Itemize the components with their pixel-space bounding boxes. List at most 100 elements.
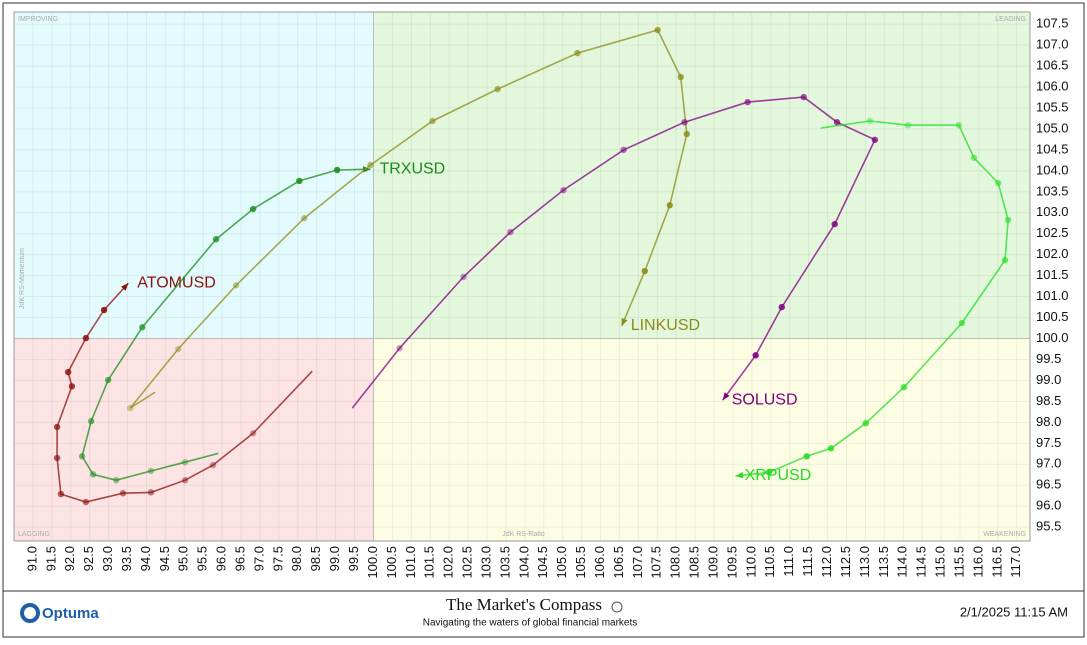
tail-point: [507, 228, 514, 236]
arrowhead: [722, 392, 730, 401]
x-tick-label: 105.0: [554, 546, 569, 579]
tail-point: [53, 423, 61, 431]
x-tick-label: 101.5: [422, 546, 437, 579]
tail-point: [744, 98, 751, 106]
timestamp: 2/1/2025 11:15 AM: [960, 604, 1068, 619]
tail-point: [677, 73, 684, 81]
quadrant-label: WEAKENING: [983, 531, 1026, 538]
tail-point: [249, 205, 257, 213]
tail-point: [765, 469, 773, 476]
tail-point: [900, 383, 908, 391]
y-tick-label: 98.5: [1036, 393, 1061, 408]
y-tick-label: 101.0: [1036, 288, 1069, 303]
x-tick-label: 112.0: [819, 546, 834, 578]
x-tick-label: 116.5: [989, 546, 1004, 578]
tail-point: [862, 420, 869, 427]
y-tick-label: 107.0: [1036, 37, 1069, 52]
x-tick-label: 92.0: [62, 546, 77, 571]
x-tick-label: 107.0: [630, 546, 645, 579]
arrowhead: [363, 166, 371, 173]
tail-point: [209, 461, 217, 469]
x-tick-label: 92.5: [81, 546, 96, 571]
tail-point: [333, 166, 341, 174]
tail-point: [641, 267, 648, 275]
y-tick-label: 106.0: [1036, 78, 1069, 93]
x-tick-label: 109.5: [724, 546, 739, 579]
tail-point: [139, 324, 146, 331]
x-tick-label: 93.0: [100, 546, 115, 571]
tail-point: [105, 376, 112, 384]
y-tick-label: 103.0: [1036, 204, 1069, 219]
x-tick-label: 100.0: [365, 546, 380, 579]
y-axis-label: JdK RS-Momentum: [19, 248, 26, 309]
tail-point: [1001, 256, 1009, 264]
x-tick-label: 114.0: [895, 546, 910, 578]
quadrant-label: LEADING: [995, 16, 1026, 23]
tail-point: [82, 334, 90, 342]
x-tick-label: 115.0: [933, 546, 948, 578]
quadrant-leading: [373, 12, 1030, 339]
x-tick-label: 115.5: [951, 546, 966, 578]
plot-border: [13, 11, 1031, 542]
tail-point: [970, 154, 978, 162]
tail-point: [866, 117, 874, 125]
x-tick-label: 110.0: [743, 546, 758, 578]
series-label: TRXUSD: [379, 160, 445, 177]
y-tick-label: 107.5: [1036, 16, 1069, 31]
x-tick-label: 104.5: [535, 546, 550, 579]
x-tick-label: 99.5: [346, 546, 361, 571]
y-tick-label: 102.5: [1036, 225, 1069, 240]
x-tick-label: 116.0: [970, 546, 985, 578]
x-tick-label: 108.5: [687, 546, 702, 579]
tail-point: [249, 430, 257, 437]
y-tick-label: 104.0: [1036, 162, 1069, 177]
tail-point: [87, 417, 95, 425]
tail-point: [126, 404, 134, 412]
x-axis-label: JdK RS-Ratio: [502, 531, 545, 538]
tail-point: [68, 383, 76, 390]
x-tick-label: 117.0: [1008, 546, 1023, 578]
x-tick-label: 102.5: [460, 546, 475, 579]
x-tick-label: 111.0: [781, 546, 796, 577]
x-tick-label: 98.0: [289, 546, 304, 571]
tail-point: [100, 306, 108, 314]
x-tick-label: 103.0: [478, 546, 493, 579]
x-tick-label: 107.5: [649, 546, 664, 579]
x-tick-label: 94.5: [157, 546, 172, 571]
y-tick-label: 105.5: [1036, 99, 1069, 114]
tail-point: [827, 445, 835, 452]
quadrant-label: LAGGING: [18, 531, 50, 538]
tail-point: [53, 454, 61, 462]
arrowhead: [121, 283, 129, 291]
y-tick-label: 95.5: [1036, 519, 1061, 534]
y-tick-label: 103.5: [1036, 183, 1069, 198]
y-tick-label: 96.0: [1036, 498, 1061, 513]
x-tick-label: 111.5: [800, 546, 815, 577]
series-label: SOLUSD: [732, 391, 798, 408]
footer-title: The Market's Compass: [446, 595, 602, 614]
tail-point: [429, 117, 436, 125]
tail-point: [831, 220, 838, 228]
y-tick-label: 104.5: [1036, 141, 1069, 156]
tail-point: [778, 303, 785, 311]
x-tick-label: 97.0: [251, 546, 266, 571]
x-tick-label: 109.0: [705, 546, 720, 579]
compass-icon: [611, 601, 623, 613]
y-tick-label: 105.0: [1036, 120, 1069, 135]
y-tick-label: 96.5: [1036, 477, 1061, 492]
x-tick-label: 93.5: [119, 546, 134, 571]
tail-point: [296, 177, 303, 185]
x-tick-label: 102.0: [441, 546, 456, 579]
tail-point: [232, 282, 240, 289]
y-tick-label: 102.0: [1036, 246, 1069, 261]
tail-point: [396, 344, 403, 352]
tail-point: [494, 85, 501, 93]
tail-point: [560, 186, 567, 194]
tail-line: [81, 168, 371, 482]
x-tick-label: 113.5: [876, 546, 891, 578]
arrowhead: [621, 317, 628, 326]
y-tick-label: 100.0: [1036, 330, 1069, 345]
tail-point: [620, 146, 627, 154]
x-tick-label: 100.5: [384, 546, 399, 579]
x-tick-label: 91.5: [43, 546, 58, 571]
